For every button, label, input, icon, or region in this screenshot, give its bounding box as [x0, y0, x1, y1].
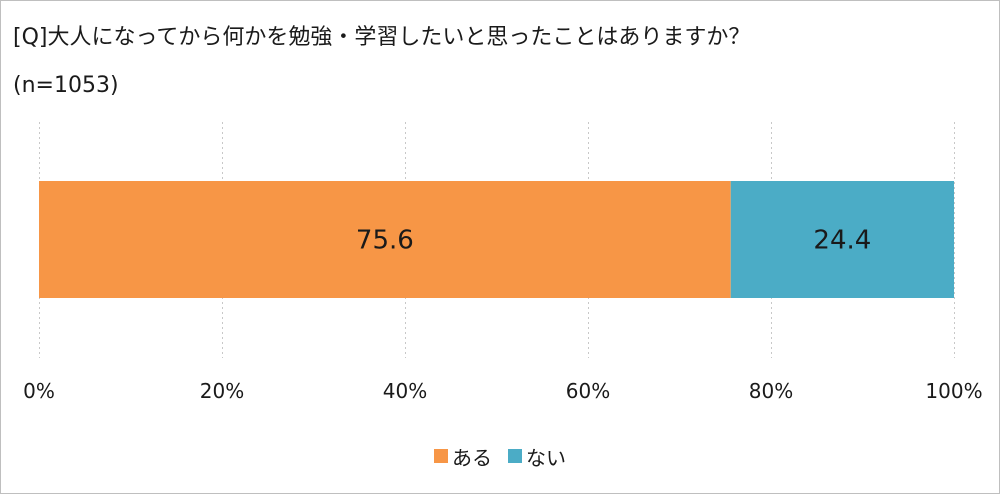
- x-tick-label: 100%: [925, 379, 982, 403]
- bar-segments: [39, 181, 954, 298]
- x-tick-label: 80%: [749, 379, 793, 403]
- legend-item: ある: [434, 442, 492, 471]
- x-tick-label: 40%: [383, 379, 427, 403]
- legend: ある ない: [0, 442, 1000, 471]
- chart-subtitle: (n=1053): [13, 73, 119, 98]
- x-tick-label: 20%: [200, 379, 244, 403]
- legend-label: ない: [526, 445, 566, 470]
- chart-title: [Q]大人になってから何かを勉強・学習したいと思ったことはありますか？: [13, 25, 751, 50]
- bar-segment: [39, 181, 731, 298]
- x-tick-label: 60%: [566, 379, 610, 403]
- legend-swatch: [434, 449, 448, 463]
- x-tick-label: 0%: [23, 379, 55, 403]
- legend-label: ある: [452, 445, 492, 470]
- data-label: 75.6: [356, 226, 414, 256]
- data-labels: 75.6 24.4: [356, 226, 871, 256]
- x-axis-ticks: 0% 20% 40% 60% 80% 100%: [23, 379, 982, 403]
- bar-segment: [730, 181, 954, 298]
- legend-swatch: [508, 449, 522, 463]
- legend-item: ない: [508, 442, 566, 471]
- data-label: 24.4: [813, 226, 871, 256]
- gridlines: [39, 122, 955, 358]
